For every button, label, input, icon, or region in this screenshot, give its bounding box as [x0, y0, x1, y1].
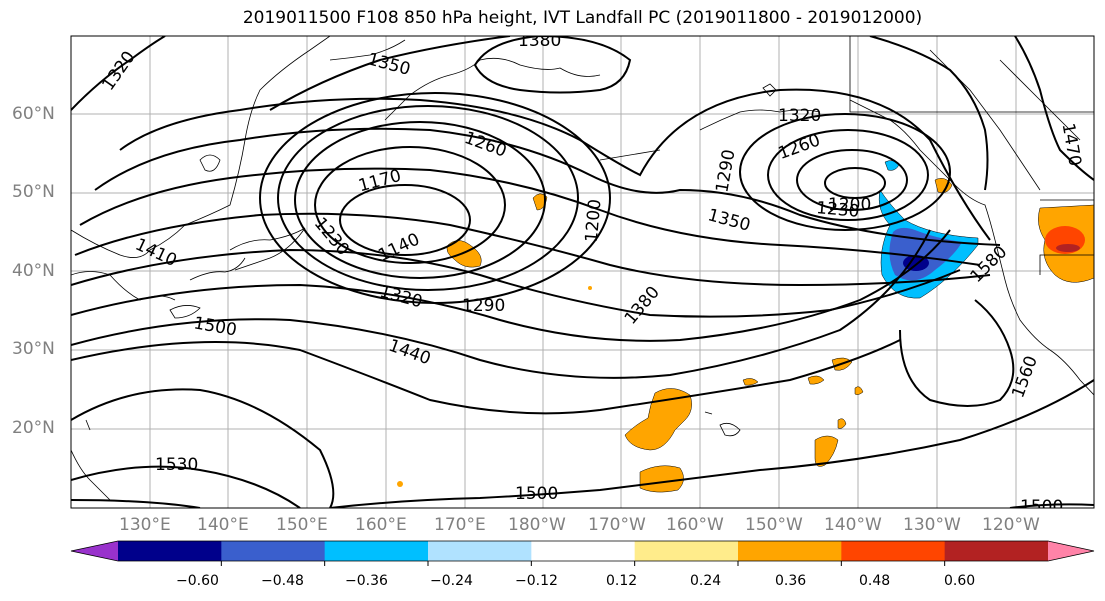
lon-label: 160°W: [666, 515, 724, 535]
contour-label: 1290: [462, 296, 505, 316]
colorbar-tick-label: −0.12: [515, 573, 558, 589]
colorbar-tick-label: 0.12: [606, 573, 638, 589]
coastlines: [71, 36, 1094, 501]
colorbar-bin: [634, 541, 739, 561]
height-contours: [71, 36, 1094, 508]
lat-label: 20°N: [12, 418, 55, 438]
colorbar-tick-label: 0.48: [859, 573, 891, 589]
map-title: 2019011500 F108 850 hPa height, IVT Land…: [242, 8, 923, 28]
colorbar-bin: [118, 541, 222, 561]
colorbar-tick-label: 0.24: [690, 573, 722, 589]
lon-label: 150°W: [745, 515, 803, 535]
lon-label: 130°W: [903, 515, 961, 535]
contour-label: 1380: [518, 31, 561, 51]
lon-label: 140°W: [824, 515, 882, 535]
colorbar-extend-low: [71, 541, 118, 561]
colorbar-tick-label: 0.60: [944, 573, 976, 589]
colorbar: [70, 540, 1095, 566]
colorbar-outline: [70, 540, 1095, 562]
lon-label: 160°E: [355, 515, 407, 535]
lon-label: 180°W: [508, 515, 566, 535]
colorbar-bin: [531, 541, 636, 561]
map-frame: [70, 35, 1095, 509]
contour-label: 1500: [515, 484, 558, 504]
lat-label: 60°N: [12, 104, 55, 124]
colorbar-bin: [428, 541, 532, 561]
colorbar-tick-label: −0.24: [430, 573, 473, 589]
contour-label: 1230: [815, 198, 860, 222]
contour-labels: 1380 1320 1350 1320 1260 1470 1170 1260 …: [98, 31, 1084, 517]
lat-label: 40°N: [12, 261, 55, 281]
colorbar-tick-label: 0.36: [775, 573, 807, 589]
lon-label: 140°E: [197, 515, 249, 535]
colorbar-bin: [944, 541, 1049, 561]
lon-label: 170°E: [434, 515, 486, 535]
colorbar-bin: [324, 541, 429, 561]
lon-label: 120°W: [982, 515, 1040, 535]
colorbar-extend-high: [1048, 541, 1094, 561]
contour-label: 1320: [778, 106, 821, 126]
lon-label: 150°E: [276, 515, 328, 535]
lon-label: 170°W: [588, 515, 646, 535]
lat-label: 30°N: [12, 339, 55, 359]
colorbar-tick-label: −0.36: [345, 573, 388, 589]
colorbar-tick-label: −0.60: [176, 573, 219, 589]
colorbar-tick-label: −0.48: [261, 573, 304, 589]
colorbar-bin: [221, 541, 326, 561]
ivt-positive-anomaly: [397, 178, 1094, 493]
contour-label: 1500: [1020, 497, 1063, 517]
colorbar-bin: [841, 541, 946, 561]
colorbar-bin: [738, 541, 842, 561]
lat-label: 50°N: [12, 182, 55, 202]
contour-label: 1200: [828, 195, 871, 215]
contour-label: 1530: [155, 455, 198, 475]
contour-label: 1200: [582, 198, 606, 243]
lon-label: 130°E: [119, 515, 171, 535]
